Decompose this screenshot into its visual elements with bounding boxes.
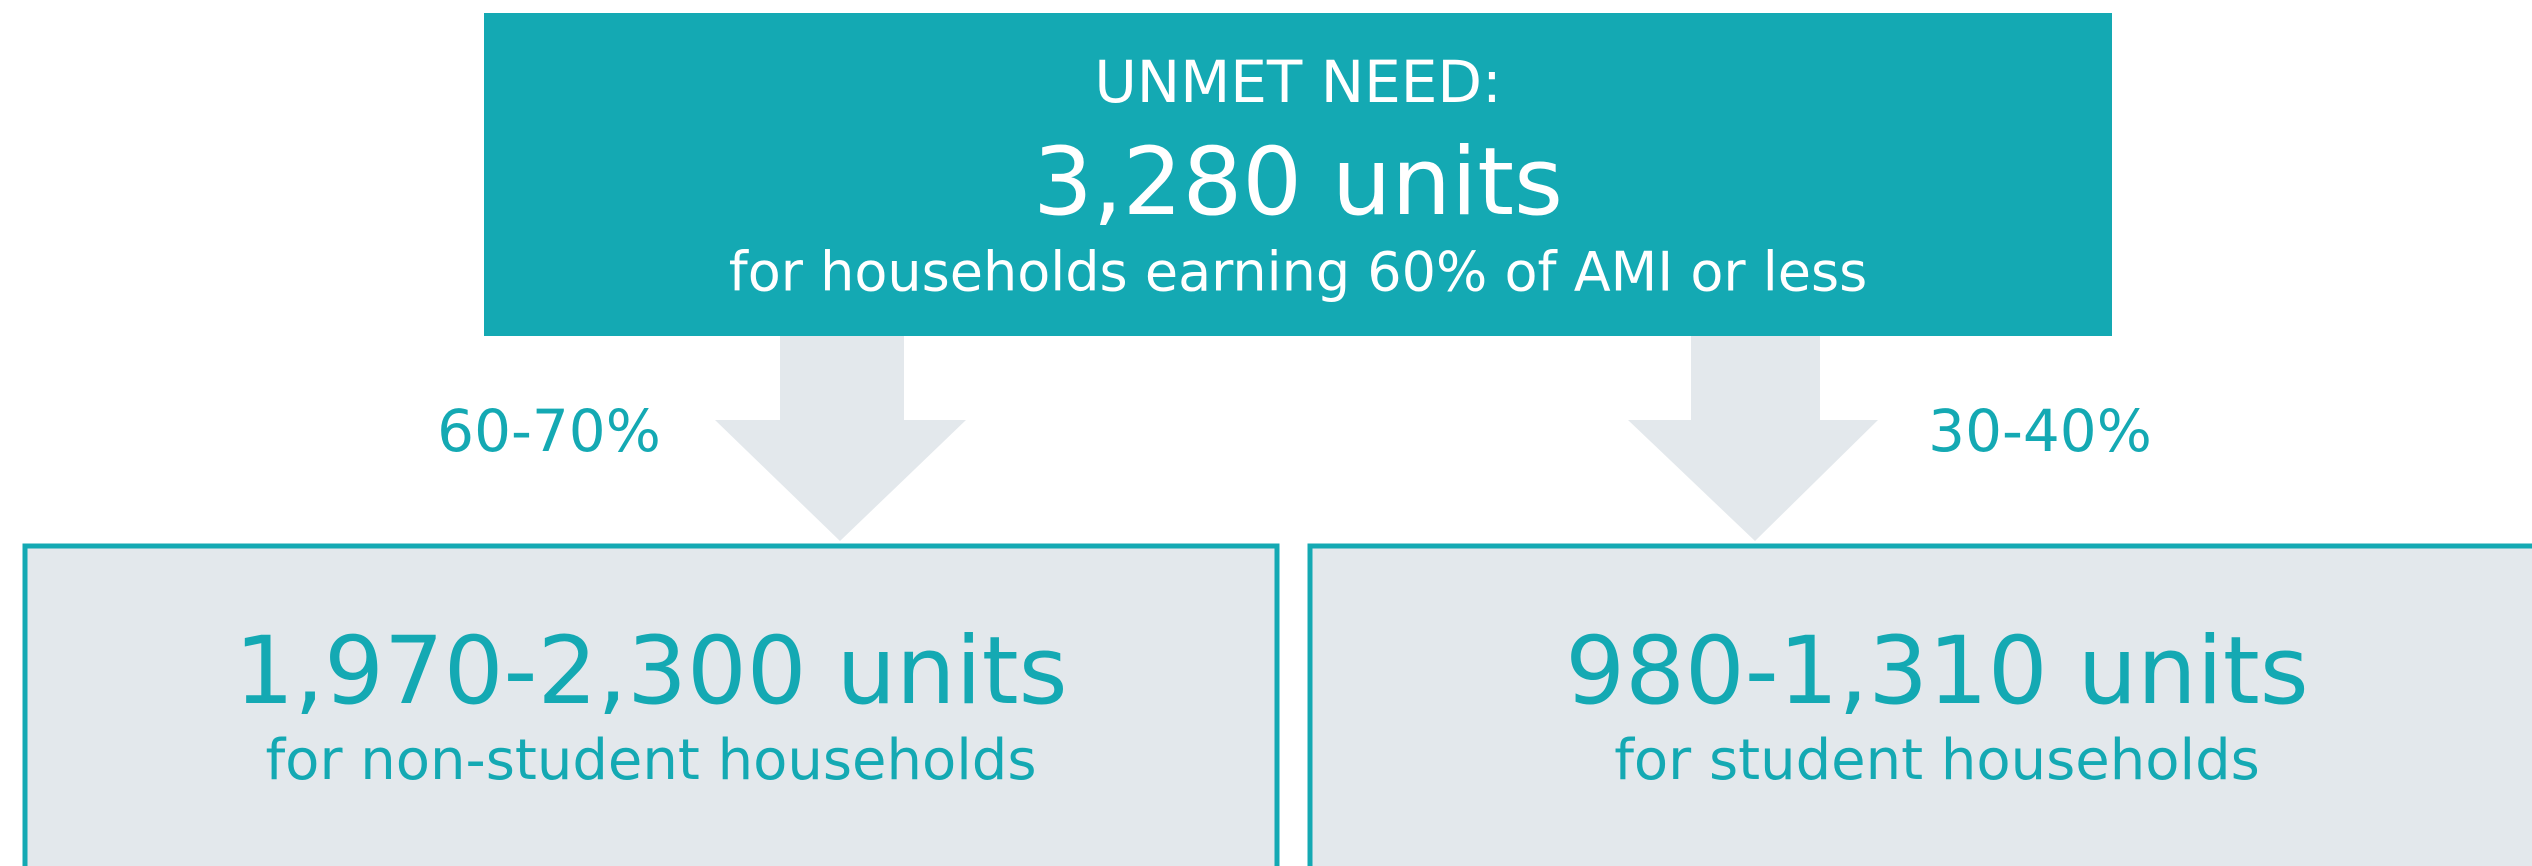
header-title: UNMET NEED:	[1094, 48, 1501, 116]
branch-share: 60-70%	[437, 397, 661, 465]
arrow	[1628, 336, 1878, 541]
branch-value: 1,970-2,300 units	[234, 617, 1067, 726]
header-box	[484, 13, 2112, 336]
branch-value: 980-1,310 units	[1565, 617, 2308, 726]
branch-box	[1307, 543, 2532, 866]
branch-label: for student households	[1614, 728, 2260, 793]
header-value: 3,280 units	[1033, 128, 1563, 237]
branch-share: 30-40%	[1928, 397, 2152, 465]
branch-box	[22, 543, 1280, 866]
arrow	[715, 336, 966, 541]
header-subtitle: for households earning 60% of AMI or les…	[729, 241, 1867, 304]
branch-label: for non-student households	[265, 728, 1036, 793]
